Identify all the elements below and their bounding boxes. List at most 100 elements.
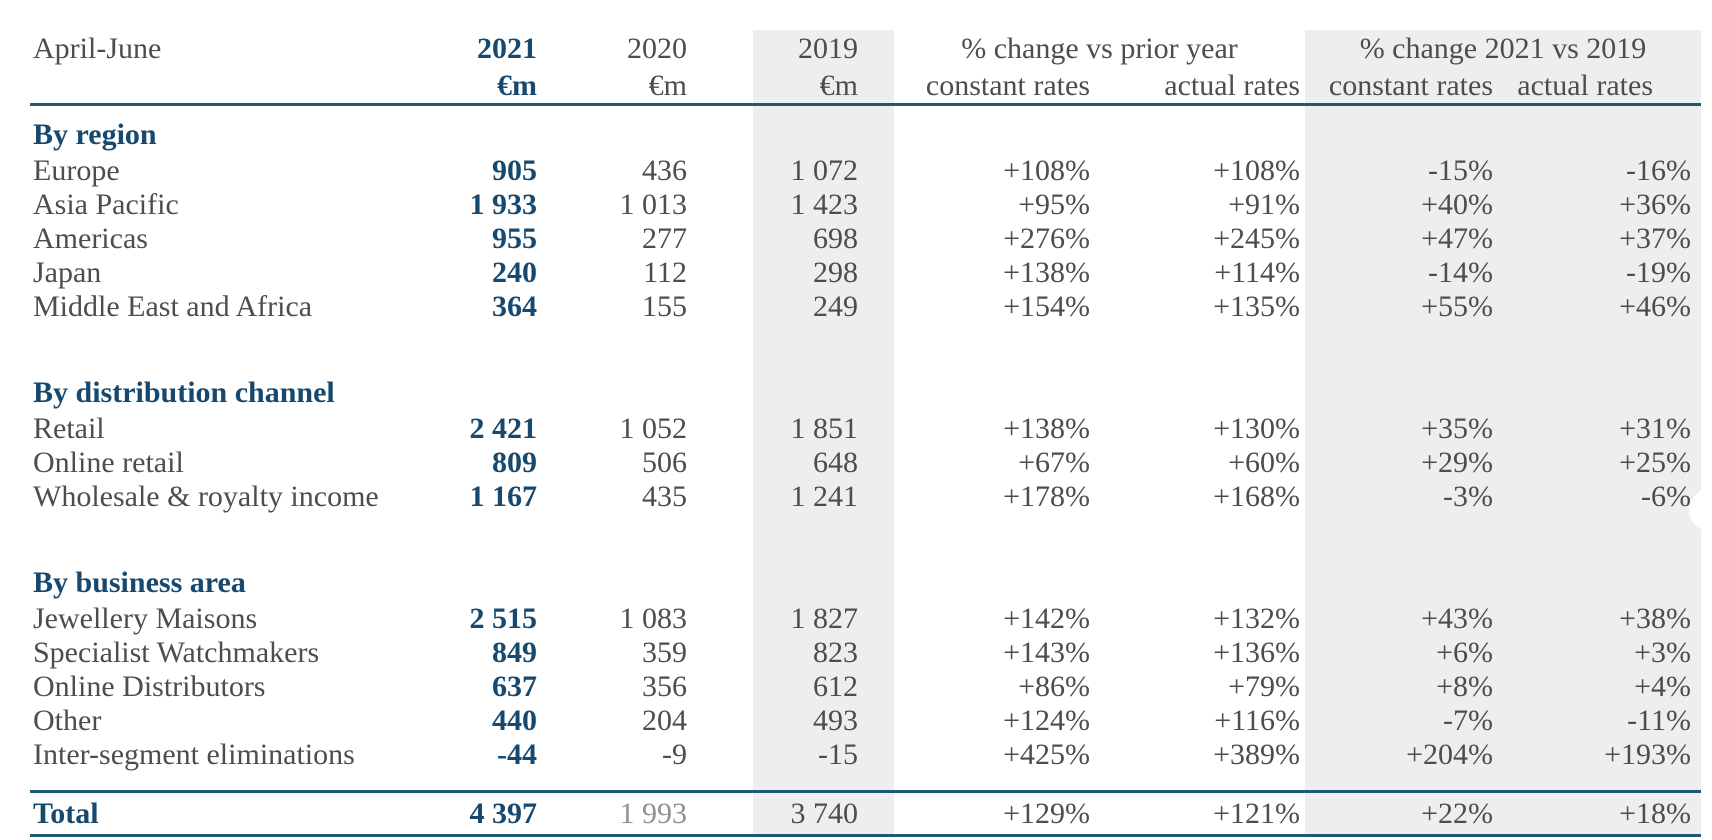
cell-value: 440: [492, 704, 537, 737]
cell-value: 298: [753, 256, 894, 290]
section-cell: [1305, 364, 1505, 412]
cell-value: +36%: [1505, 188, 1701, 222]
cell-value: -44: [497, 738, 537, 771]
cell-value: 1 241: [753, 480, 894, 514]
cell-value: -15%: [1305, 154, 1505, 188]
section-cell-2019: [753, 364, 894, 412]
cell-value: 698: [753, 222, 894, 256]
table-row: Wholesale & royalty income 1 167 435 1 2…: [30, 480, 1701, 514]
section-header-row: By business area: [30, 554, 1701, 602]
row-label: Other: [33, 704, 102, 737]
cell-value: +8%: [1305, 670, 1505, 704]
cell-value: +130%: [1213, 412, 1300, 445]
table-row: Asia Pacific 1 933 1 013 1 423 +95% +91%…: [30, 188, 1701, 222]
cell-value: +47%: [1305, 222, 1505, 256]
row-label: Online retail: [33, 446, 184, 479]
cell-value: +108%: [1213, 154, 1300, 187]
cell-value: +138%: [1003, 412, 1090, 445]
cell-value: -15: [753, 738, 894, 772]
cell-value: 1 013: [619, 188, 688, 221]
cell-value: +95%: [1018, 188, 1090, 221]
cell-value: +425%: [1003, 738, 1090, 771]
section-header-row: By distribution channel: [30, 364, 1701, 412]
section-cell: [1305, 554, 1505, 602]
subheader-actual-rates-prior: actual rates: [1100, 66, 1305, 106]
col-header-2021: 2021: [477, 32, 537, 65]
cell-value: 648: [753, 446, 894, 480]
subheader-actual-rates-2019: actual rates: [1505, 66, 1701, 106]
cell-value: +67%: [1018, 446, 1090, 479]
table-header: April-June 2021 2020 2019 % change vs pr…: [30, 30, 1701, 106]
row-label: Online Distributors: [33, 670, 266, 703]
cell-value: -3%: [1305, 480, 1505, 514]
section-cell: [894, 364, 1100, 412]
cell-value: +46%: [1505, 290, 1701, 324]
cell-value: 277: [642, 222, 687, 255]
cell-value: 493: [753, 704, 894, 738]
cell-value: +193%: [1505, 738, 1701, 772]
cell-value: +136%: [1213, 636, 1300, 669]
cell-value: -9: [662, 738, 687, 771]
section-cell: [894, 105, 1100, 155]
row-label: Inter-segment eliminations: [33, 738, 355, 771]
cell-value: 155: [642, 290, 687, 323]
spacer-row: [30, 772, 1701, 792]
cell-value: 506: [642, 446, 687, 479]
section-title: By distribution channel: [33, 376, 335, 409]
table-footer: Total 4 397 1 993 3 740 +129% +121% +22%…: [30, 790, 1701, 837]
subheader-constant-rates-2019: constant rates: [1305, 66, 1505, 106]
total-constant-2019: +22%: [1305, 790, 1505, 837]
row-label: Middle East and Africa: [33, 290, 313, 323]
table-row: Online retail 809 506 648 +67% +60% +29%…: [30, 446, 1701, 480]
table-row: Europe 905 436 1 072 +108% +108% -15% -1…: [30, 154, 1701, 188]
cell-value: 809: [492, 446, 537, 479]
cell-value: +38%: [1505, 602, 1701, 636]
total-value-2019: 3 740: [753, 790, 894, 837]
cell-value: +132%: [1213, 602, 1300, 635]
unit-header-2019: €m: [753, 66, 894, 106]
table-row: Inter-segment eliminations -44 -9 -15 +4…: [30, 738, 1701, 772]
header-row-years: April-June 2021 2020 2019 % change vs pr…: [30, 30, 1701, 66]
cell-value: +108%: [1003, 154, 1090, 187]
unit-header-2020: €m: [545, 66, 753, 106]
cell-value: 364: [492, 290, 537, 323]
table-row: Other 440 204 493 +124% +116% -7% -11%: [30, 704, 1701, 738]
cell-value: +114%: [1214, 256, 1300, 289]
section-cell: [1305, 104, 1505, 154]
empty-header-cell: [30, 66, 370, 106]
row-label: Japan: [33, 256, 102, 289]
cell-value: 436: [642, 154, 687, 187]
col-header-2019: 2019: [753, 30, 894, 66]
cell-value: +4%: [1505, 670, 1701, 704]
cell-value: 1 072: [753, 154, 894, 188]
cell-value: +204%: [1305, 738, 1505, 772]
cell-value: +116%: [1214, 704, 1300, 737]
cell-value: +37%: [1505, 222, 1701, 256]
cell-value: 823: [753, 636, 894, 670]
cell-value: +79%: [1228, 670, 1300, 703]
header-row-units: €m €m €m constant rates actual rates con…: [30, 66, 1701, 106]
total-row: Total 4 397 1 993 3 740 +129% +121% +22%…: [30, 790, 1701, 837]
cell-value: +3%: [1505, 636, 1701, 670]
table-row: Japan 240 112 298 +138% +114% -14% -19%: [30, 256, 1701, 290]
section-cell: [1100, 364, 1305, 412]
row-label: Europe: [33, 154, 120, 187]
cell-value: 849: [492, 636, 537, 669]
cell-value: 1 423: [753, 188, 894, 222]
row-label: Jewellery Maisons: [33, 602, 258, 635]
cell-value: 249: [753, 290, 894, 324]
cell-value: +35%: [1305, 412, 1505, 446]
row-label: Americas: [33, 222, 148, 255]
cell-value: +6%: [1305, 636, 1505, 670]
col-header-2020: 2020: [627, 32, 687, 65]
group-header-vs-2019: % change 2021 vs 2019: [1305, 30, 1701, 66]
table-row: Middle East and Africa 364 155 249 +154%…: [30, 290, 1701, 324]
section-title: By region: [33, 118, 157, 151]
spacer-row: [30, 324, 1701, 364]
cell-value: +143%: [1003, 636, 1090, 669]
cell-value: 1 827: [753, 602, 894, 636]
cell-value: -7%: [1305, 704, 1505, 738]
cell-value: +55%: [1305, 290, 1505, 324]
unit-header-2021: €m: [370, 66, 545, 106]
